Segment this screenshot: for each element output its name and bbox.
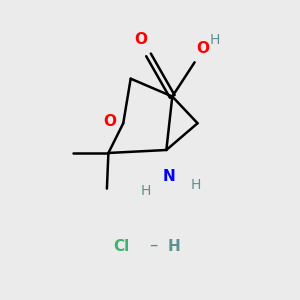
Text: O: O: [196, 41, 209, 56]
Text: H: H: [191, 178, 201, 192]
Text: O: O: [103, 114, 116, 129]
Text: H: H: [209, 34, 220, 47]
Text: –: –: [149, 236, 157, 254]
Text: H: H: [140, 184, 151, 198]
Text: H: H: [168, 239, 181, 254]
Text: N: N: [163, 169, 176, 184]
Text: O: O: [135, 32, 148, 47]
Text: Cl: Cl: [113, 239, 129, 254]
